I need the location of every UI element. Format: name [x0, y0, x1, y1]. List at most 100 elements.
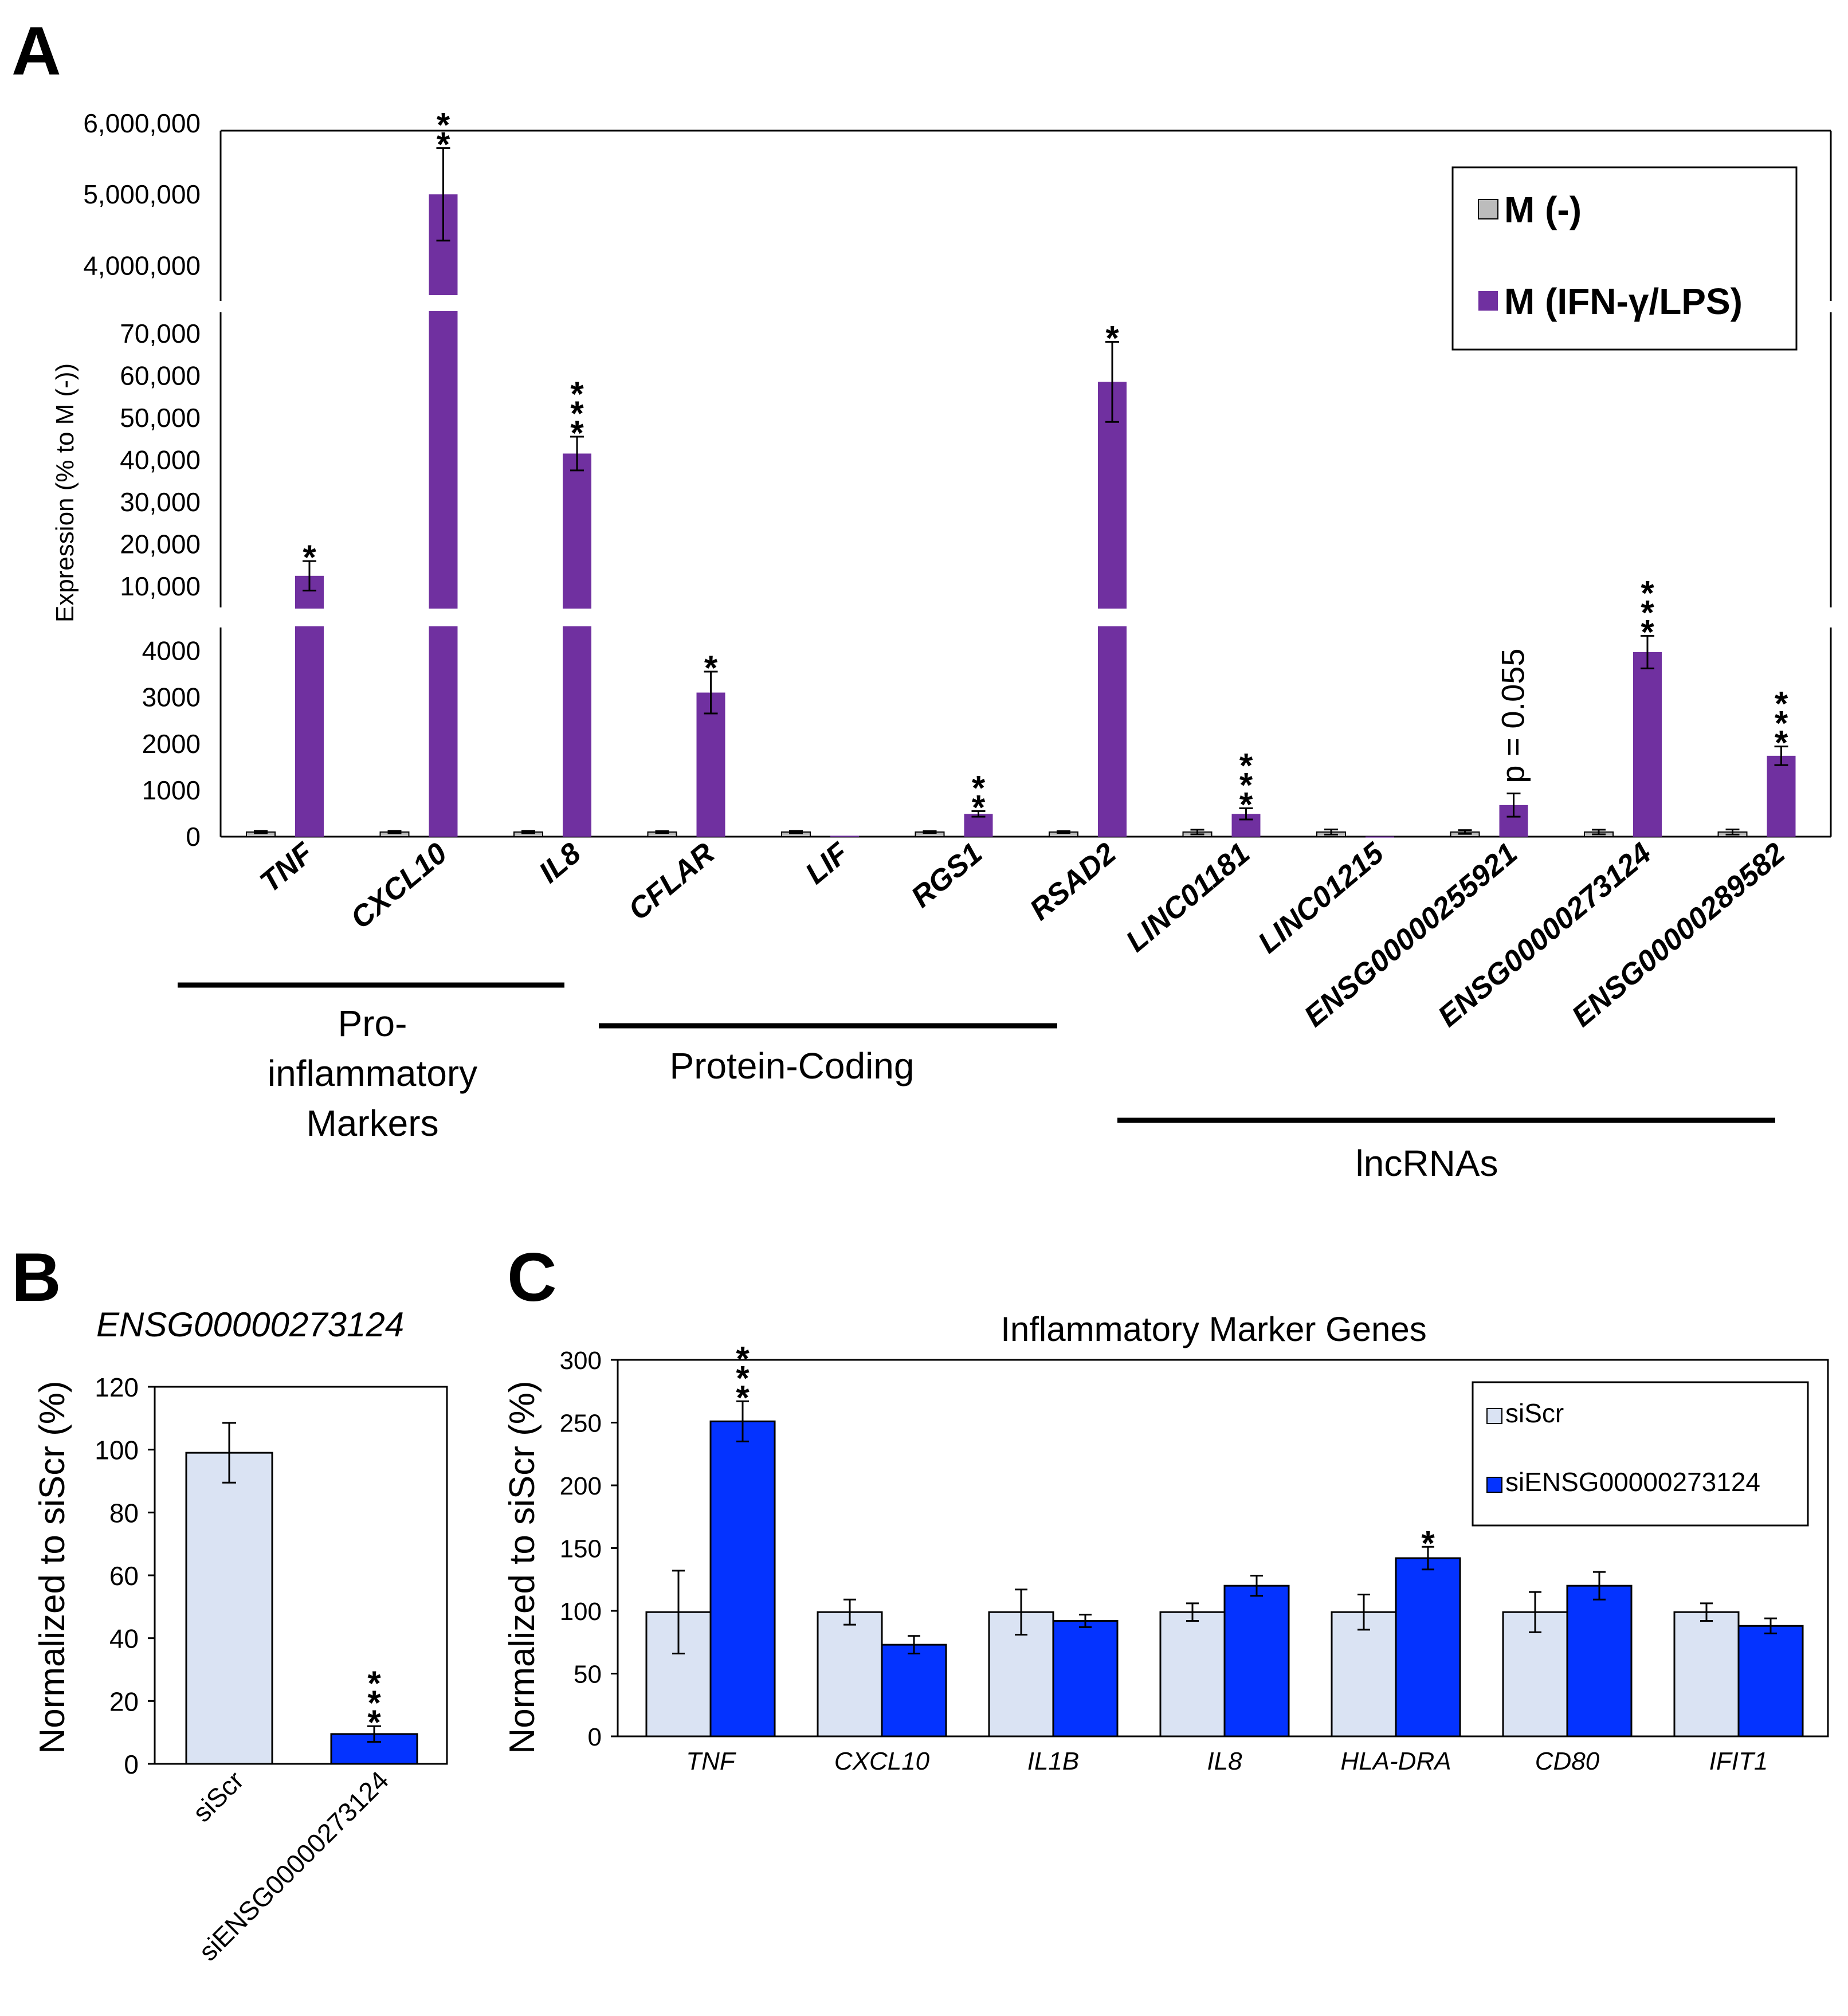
panel-a-legend: M (-) M (IFN-γ/LPS): [1451, 166, 1798, 351]
significance-star-cflar: *: [704, 649, 718, 687]
panel-a-axes-frame: [219, 130, 1832, 838]
panel-a-groups: Pro-inflammatory Markers Protein-Coding lnc…: [178, 982, 1775, 1184]
panel-a-y-tick-label: 4,000,000: [83, 250, 201, 280]
category-label-cxcl10: CXCL10: [834, 1747, 930, 1775]
legend-swatch-siscr: [1486, 1408, 1502, 1424]
significance-star-ensg00000289582: *: [1775, 685, 1788, 723]
panel-a-y-tick-label: 2000: [142, 729, 201, 759]
axis-break-gap: [560, 609, 594, 626]
significance-star-tnf: *: [736, 1359, 750, 1397]
group-label-pro-inflammatory-markers: Pro-: [338, 1003, 407, 1044]
panel-c-y-tick-label: 200: [560, 1472, 602, 1500]
significance-star-linc01181: *: [1239, 766, 1253, 805]
significance-star-il8: *: [570, 414, 584, 452]
axis-break-gap: [293, 609, 326, 626]
panel-a-y-tick-label: 4000: [142, 636, 201, 666]
legend-swatch-m-minus: [1478, 199, 1498, 219]
bar-m-ifn-lps-ensg00000289582: [1767, 755, 1796, 837]
bar-siscr-hla-dra: [1331, 1611, 1397, 1737]
bar-siensg00000273124-tnf: [709, 1420, 776, 1737]
panel-a-y-tick-label: 50,000: [120, 403, 201, 433]
group-label-pro-inflammatory-markers: inflammatory: [268, 1053, 477, 1094]
significance-star-linc01181: *: [1239, 747, 1253, 785]
axis-break-gap: [426, 609, 460, 626]
bar-siensg00000273124-il1b: [1052, 1620, 1119, 1737]
panel-b-y-tick-label: 0: [124, 1750, 139, 1779]
bar-siensg00000273124-cxcl10: [881, 1644, 947, 1737]
panel-a-y-tick-label: 0: [186, 822, 201, 852]
panel-b-y-tick-label: 40: [109, 1624, 139, 1654]
significance-star-tnf: *: [303, 538, 316, 576]
significance-star-siensg00000273124: *: [367, 1684, 381, 1722]
significance-star-tnf: *: [736, 1339, 750, 1378]
significance-star-ensg00000273124: *: [1641, 613, 1654, 652]
category-label-il8: IL8: [1207, 1747, 1242, 1775]
panel-a-y-tick-label: 70,000: [120, 319, 201, 348]
bar-siensg00000273124-hla-dra: [1395, 1557, 1461, 1737]
p-value-annotation: p = 0.055: [1495, 648, 1531, 783]
significance-star-linc01181: *: [1239, 786, 1253, 824]
panel-b-y-tick-label: 80: [109, 1498, 139, 1528]
panel-b-y-axis-label: Normalized to siScr (%): [33, 1380, 72, 1754]
significance-star-cxcl10: *: [437, 105, 450, 144]
panel-c-y-tick-label: 50: [574, 1661, 602, 1689]
panel-c-legend-box: [1472, 1381, 1809, 1527]
panel-a-y-ticks: 0 1000 2000 3000 4000 10,000 20,000 30,000 40,00…: [83, 108, 201, 852]
significance-star-ensg00000289582: *: [1775, 704, 1788, 743]
panel-c-y-tick-label: 300: [560, 1347, 602, 1375]
panel-c-chart: Inflammatory Marker Genes Normalized to …: [503, 1310, 1829, 1775]
significance-star-ensg00000273124: *: [1641, 594, 1654, 632]
bar-siscr: [185, 1452, 273, 1765]
significance-star-il8: *: [570, 375, 584, 413]
bar-siscr-il8: [1159, 1611, 1226, 1737]
category-label-ifit1: IFIT1: [1709, 1747, 1768, 1775]
panel-a-y-tick-label: 10,000: [120, 571, 201, 601]
panel-a-y-tick-label: 1000: [142, 775, 201, 805]
significance-star-siensg00000273124: *: [367, 1703, 381, 1742]
category-label-il1b: IL1B: [1027, 1747, 1080, 1775]
axis-break-gap: [1096, 609, 1129, 626]
significance-star-rgs1: *: [972, 788, 986, 826]
bar-m-ifn-lps-cxcl10: [429, 194, 458, 837]
bar-m-ifn-lps-linc01215: [1366, 836, 1394, 838]
panel-a-y-tick-label: 30,000: [120, 487, 201, 517]
panel-b-y-tick-label: 60: [109, 1561, 139, 1591]
significance-star-il8: *: [570, 394, 584, 433]
bar-siscr-ifit1: [1673, 1611, 1740, 1737]
legend-label-siscr: siScr: [1505, 1398, 1564, 1428]
panel-a-y-tick-label: 20,000: [120, 530, 201, 559]
category-label-hla-dra: HLA-DRA: [1340, 1747, 1451, 1775]
bar-m-ifn-lps-rgs1: [964, 814, 993, 837]
panel-c-title: Inflammatory Marker Genes: [1000, 1310, 1427, 1348]
panel-label-a: A: [11, 13, 61, 89]
group-label-pro-inflammatory-markers: Markers: [306, 1103, 438, 1144]
legend-label-m-ifn-lps: M (IFN-γ/LPS): [1504, 281, 1743, 322]
panel-a-bars: *******************p = 0.055: [246, 105, 1796, 838]
panel-c-y-tick-label: 150: [560, 1535, 602, 1563]
panel-a-y-axis-label: Expression (% to M (-)): [51, 363, 79, 622]
bar-siensg00000273124-il8: [1223, 1584, 1290, 1737]
panel-b-title: ENSG00000273124: [96, 1305, 404, 1344]
panel-c-y-tick-label: 100: [560, 1598, 602, 1626]
group-label-protein-coding: Protein-Coding: [670, 1045, 915, 1087]
panel-c-y-tick-label: 0: [588, 1723, 602, 1751]
panel-label-b: B: [11, 1239, 61, 1316]
significance-star-ensg00000273124: *: [1641, 574, 1654, 613]
bar-siensg00000273124-cd80: [1566, 1584, 1633, 1737]
bar-m-ifn-lps-cflar: [696, 692, 725, 837]
significance-star-cxcl10: *: [437, 125, 450, 163]
panel-a-y-tick-label: 6,000,000: [83, 108, 201, 138]
significance-star-tnf: *: [736, 1378, 750, 1417]
bar-m-ifn-lps-lif: [830, 836, 859, 837]
significance-star-ensg00000289582: *: [1775, 724, 1788, 762]
panel-c-y-axis-label: Normalized to siScr (%): [503, 1380, 542, 1754]
significance-star-rsad2: *: [1105, 319, 1119, 358]
bar-m-ifn-lps-il8: [563, 453, 591, 837]
panel-a-legend-box: [1451, 166, 1798, 351]
significance-star-siensg00000273124: *: [367, 1664, 381, 1703]
category-label-tnf: TNF: [686, 1747, 736, 1775]
bar-m-ifn-lps-ensg00000273124: [1633, 652, 1662, 837]
panel-b-y-tick-label: 100: [95, 1435, 139, 1465]
